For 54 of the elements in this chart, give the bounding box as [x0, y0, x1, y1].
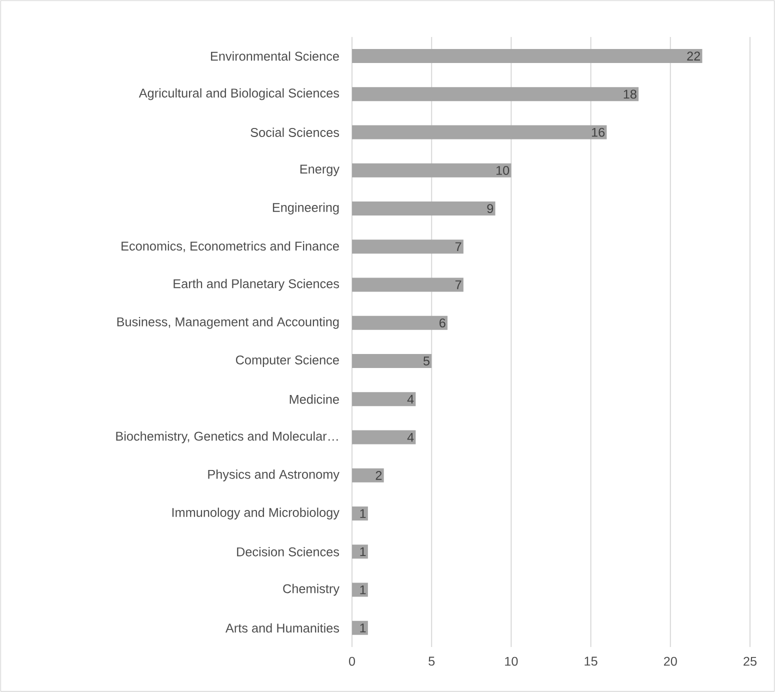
data-label: 2 — [376, 471, 382, 480]
y-tick-label: Agricultural and Biological Sciences — [138, 88, 340, 100]
y-tick-label: Computer Science — [236, 355, 339, 367]
y-tick-label: Biochemistry, Genetics and Molecular… — [116, 431, 338, 444]
data-label: 18 — [624, 90, 636, 99]
data-label: 6 — [440, 318, 446, 328]
y-tick-label: Energy — [300, 164, 340, 176]
bar — [352, 125, 607, 140]
data-label: 4 — [407, 394, 414, 404]
bar — [352, 163, 512, 178]
y-tick-label: Environmental Science — [211, 51, 339, 61]
bar — [352, 620, 368, 635]
bar — [352, 202, 496, 216]
data-label: 1 — [360, 547, 366, 556]
y-tick-label: Engineering — [272, 202, 339, 214]
y-tick-label: Medicine — [290, 394, 339, 404]
x-tick-label: 20 — [664, 656, 677, 666]
bar — [352, 506, 368, 521]
y-tick-label: Earth and Planetary Sciences — [174, 278, 340, 291]
data-label: 10 — [496, 166, 510, 175]
x-tick-label: 0 — [348, 656, 356, 666]
y-tick-label: Social Sciences — [250, 128, 340, 137]
bar — [352, 316, 448, 330]
data-label: 5 — [423, 356, 430, 366]
data-label: 22 — [687, 52, 700, 60]
data-label: 9 — [487, 204, 494, 214]
bar — [352, 392, 416, 406]
data-label: 1 — [360, 509, 366, 518]
bar — [352, 49, 702, 64]
bar — [352, 544, 368, 559]
bar — [352, 87, 639, 102]
y-tick-label: Business, Management and Accounting — [117, 317, 339, 329]
data-label: 16 — [592, 128, 605, 137]
bar — [352, 278, 464, 292]
x-tick-label: 15 — [584, 656, 598, 666]
bar — [352, 582, 368, 597]
y-tick-label: Arts and Humanities — [225, 623, 340, 633]
data-label: 1 — [360, 624, 366, 632]
data-label: 1 — [360, 585, 366, 594]
x-tick-label: 25 — [744, 656, 757, 666]
y-tick-label: Economics, Econometrics and Finance — [122, 241, 339, 252]
y-tick-label: Decision Sciences — [237, 547, 340, 556]
data-label: 7 — [455, 242, 462, 252]
x-tick-label: 10 — [505, 656, 518, 666]
y-tick-label: Chemistry — [283, 584, 340, 596]
y-tick-label: Immunology and Microbiology — [172, 508, 340, 520]
data-label: 4 — [407, 432, 414, 442]
bar — [352, 468, 384, 482]
bar — [352, 354, 432, 368]
x-tick-label: 5 — [428, 656, 435, 666]
y-tick-label: Physics and Astronomy — [208, 470, 340, 482]
bar — [352, 240, 464, 254]
data-label: 7 — [455, 280, 462, 290]
bar — [352, 430, 416, 444]
